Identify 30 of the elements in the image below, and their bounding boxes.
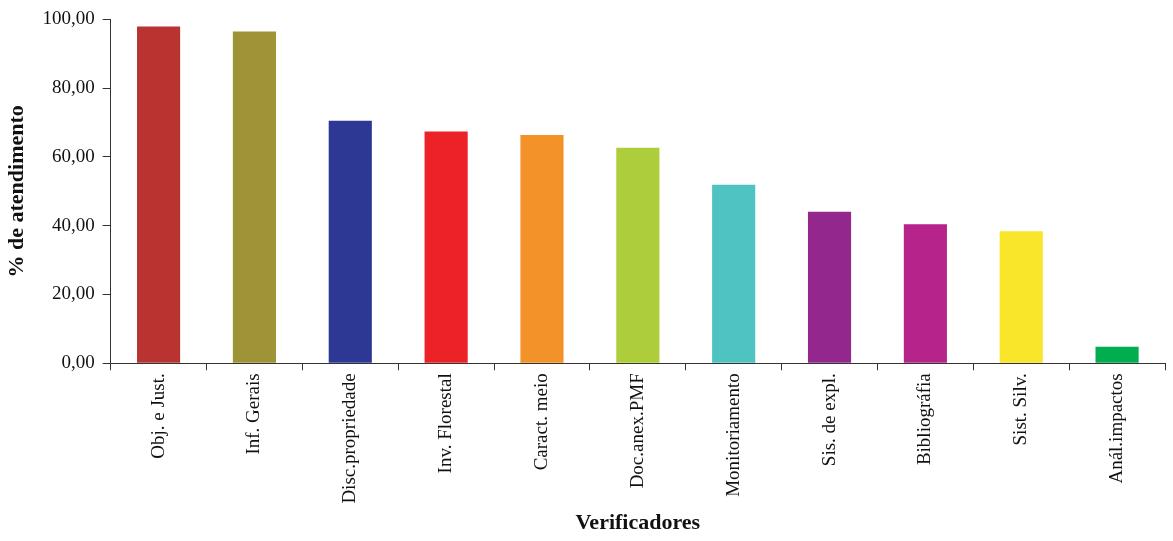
x-axis-title: Verificadores [575,509,701,535]
y-tick-label: 80,00 [51,76,95,98]
bar [903,224,947,363]
x-tick-label: Anál.impactos [1105,373,1127,484]
y-tick-label: 20,00 [51,282,95,304]
x-tick-label: Monitoriamento [721,373,743,497]
x-tick-label: Inf. Gerais [242,373,264,455]
y-tick-label: 40,00 [51,213,95,235]
x-tick-label: Inv. Florestal [434,373,456,474]
y-tick-label: 60,00 [51,144,95,166]
bar [616,147,660,363]
x-tick-label: Sist. Silv. [1009,373,1031,446]
bar [712,184,756,363]
x-tick-label: Disc.propriedade [338,373,360,504]
bar [807,211,852,363]
x-tick-label: Doc.anex.PMF [625,373,647,489]
bar [1095,346,1139,363]
x-tick-label: Sis. de expl. [817,373,839,467]
y-tick-label: 100,00 [42,7,95,29]
bar [232,31,276,363]
bar [424,131,468,363]
x-tick-label: Obj. e Just. [146,373,168,459]
bar [520,134,564,363]
y-tick-label: 0,00 [61,351,95,373]
bar [137,26,181,363]
x-tick-label: Bibliográfia [913,372,935,466]
y-axis-title: % de atendimento [2,105,28,278]
bar [328,120,372,363]
bar [999,231,1043,363]
x-tick-label: Caract. meio [529,373,551,471]
